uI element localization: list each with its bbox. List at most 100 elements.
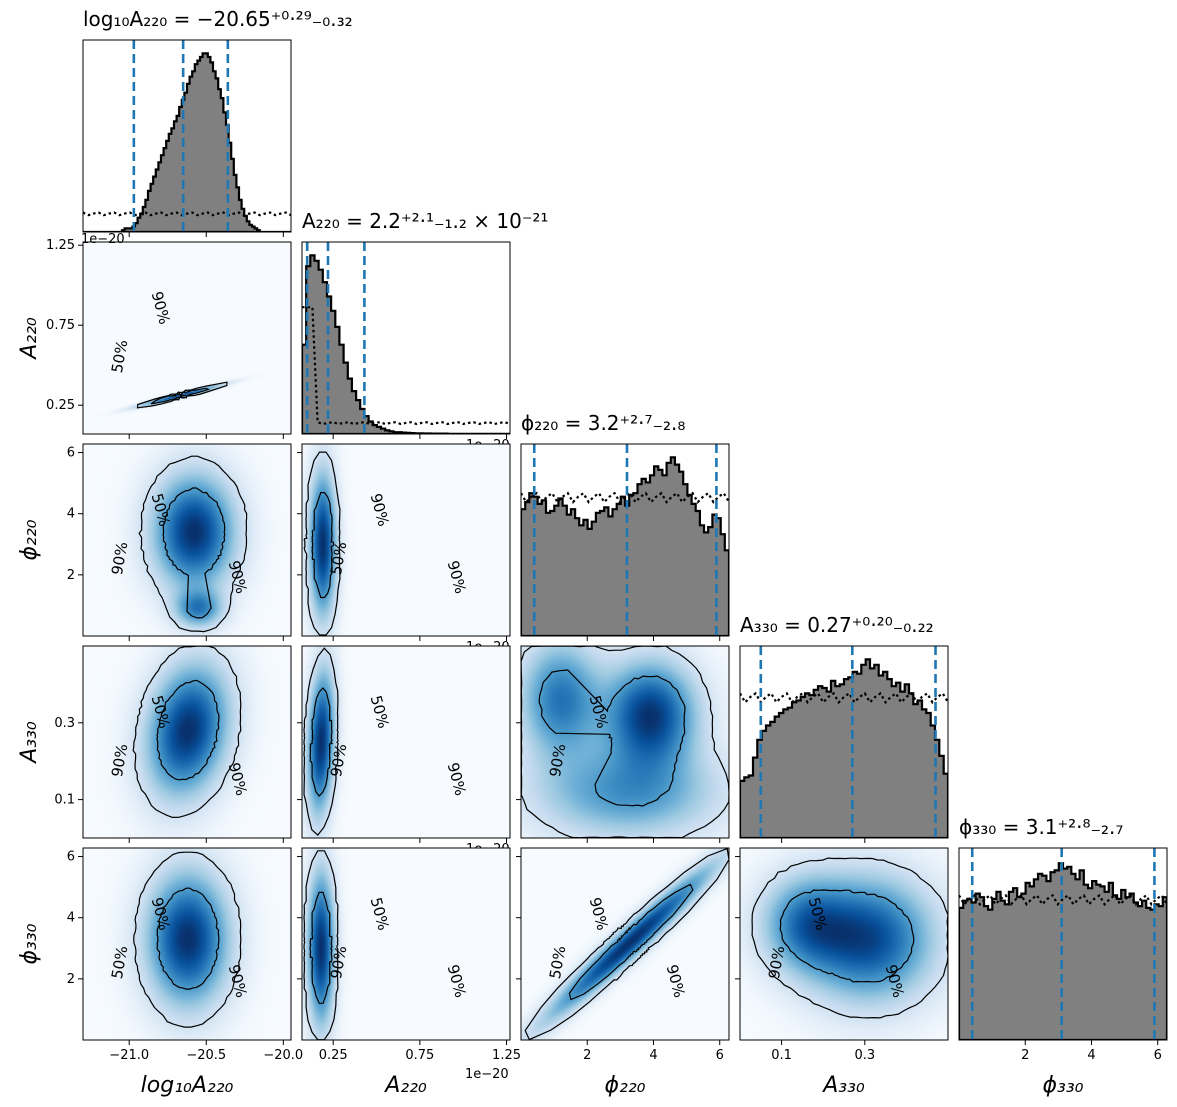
x-axis-label-A220: A₂₂₀ [383,1073,427,1098]
posterior-title-A330: A₃₃₀ = 0.27⁺⁰·²⁰₋₀.₂₂ [740,613,934,637]
density-map [83,848,291,1040]
density-panel-phi220-phi330: 90%50%90%2 4 6 [516,847,730,1063]
contour-50 [311,492,335,599]
contour-90 [133,851,242,1028]
panel-frame [520,847,730,1041]
axis-offset-label: 1e−20 [465,1067,509,1082]
density-map [302,444,510,636]
density-panel-A220-phi220: 90%50%90%1e−20 [297,443,511,655]
x-tick-label: 2 [583,1048,591,1063]
x-axis-label-log10A220: log₁₀A₂₂₀ [141,1073,234,1098]
x-tick-label: −20.5 [186,1048,226,1063]
y-axis-label-A220: A₂₂₀ [17,317,42,361]
x-tick-label: 1.25 [492,1048,521,1063]
x-tick-label: 0.1 [771,1048,792,1063]
panel-frame [958,847,1168,1041]
posterior-title-log10A220: log₁₀A₂₂₀ = −20.65⁺⁰·²⁹₋₀.₃₂ [83,7,353,31]
contour-level-label: 90% [765,944,789,980]
x-tick-label: 4 [1087,1048,1095,1063]
panel-frame [82,645,292,839]
y-tick-label: 6 [67,850,75,865]
contour-50 [309,687,334,797]
x-axis-label-phi330: ϕ₃₃₀ [1043,1073,1084,1098]
density-map [521,646,729,838]
contour-90 [524,848,729,1040]
x-tick-label: 0.25 [319,1048,348,1063]
histogram-bars [740,658,948,838]
contour-90 [138,455,248,633]
posterior-title-phi330: ϕ₃₃₀ = 3.1⁺²·⁸₋₂.₇ [959,815,1123,839]
x-tick-label: 6 [1154,1048,1162,1063]
x-axis-label-phi220: ϕ₂₂₀ [605,1073,646,1098]
y-tick-label: 0.1 [54,793,75,808]
contour-level-label: 90% [327,742,351,778]
histogram-panel-A330: A₃₃₀ = 0.27⁺⁰·²⁰₋₀.₂₂ [739,613,949,843]
y-tick-label: 4 [67,911,75,926]
contour-50 [156,887,220,990]
density-map [83,242,291,434]
x-tick-label: −21.0 [109,1048,149,1063]
contour-level-label: 90% [327,944,351,980]
contour-90 [303,647,339,836]
panel-frame [301,847,511,1041]
panel-frame [739,847,949,1041]
y-tick-label: 0.25 [46,398,75,413]
contour-50 [538,669,686,807]
histogram-bars [959,862,1167,1040]
density-panel-A330-phi330: 50%90%90%0.1 0.3 [735,847,949,1063]
contour-90 [136,381,228,409]
contour-50 [568,883,694,1001]
contour-level-label: 50% [327,540,351,576]
prior-distribution-line [302,306,510,426]
posterior-title-phi220: ϕ₂₂₀ = 3.2⁺²·⁷₋₂.₈ [521,411,685,435]
contour-level-label: 90% [108,742,132,778]
y-tick-label: 6 [67,446,75,461]
y-tick-label: 4 [67,507,75,522]
panel-frame [739,645,949,839]
contour-level-label: 90% [546,742,570,778]
y-tick-label: 2 [67,568,75,583]
y-tick-label: 1.25 [46,238,75,253]
x-tick-label: 2 [1021,1048,1029,1063]
contour-50 [162,487,226,619]
panel-frame [82,847,292,1041]
contour-90 [303,451,341,636]
x-tick-label: −20.0 [263,1048,303,1063]
density-panel-A220-phi330: 50%90%90%0.25 0.75 1.25 [297,847,521,1063]
density-map [521,848,729,1040]
panel-frame [301,443,511,637]
density-panel-A220-A330: 50%90%90%1e−20 [297,645,511,857]
panel-frame [520,645,730,839]
density-panel-log10A220-A330: 50%90%90%0.10.3 [54,645,292,843]
x-tick-label: 0.75 [405,1048,434,1063]
histogram-bars [83,52,291,232]
prior-distribution-line [521,491,729,504]
panel-frame [301,645,511,839]
panel-frame [82,241,292,435]
x-tick-label: 4 [649,1048,657,1063]
contour-level-label: 50% [546,944,570,980]
density-panel-log10A220-phi220: 50%90%90%246 [67,443,292,641]
contour-level-label: 50% [108,944,132,980]
y-tick-label: 0.3 [54,716,75,731]
contour-90 [132,646,242,819]
histogram-panel-phi330: ϕ₃₃₀ = 3.1⁺²·⁸₋₂.₇ 2 4 6 [958,815,1168,1063]
posterior-title-A220: A₂₂₀ = 2.2⁺²·¹₋₁.₂ × 10⁻²¹ [302,209,548,233]
prior-distribution-line [740,691,948,705]
y-axis-label-phi330: ϕ₃₃₀ [17,923,42,964]
prior-distribution-line [83,211,291,217]
y-axis-label-phi220: ϕ₂₂₀ [17,519,42,560]
contour-90 [751,857,948,1019]
contour-90 [303,850,339,1040]
y-tick-label: 0.75 [46,318,75,333]
x-tick-label: 0.3 [854,1048,875,1063]
axis-offset-label: 1e−20 [81,232,125,247]
x-tick-label: 6 [716,1048,724,1063]
density-panel-phi220-A330: 50%90% [516,645,730,843]
histogram-bars [521,456,729,636]
contour-level-label: 50% [108,338,132,374]
histogram-panel-phi220: ϕ₂₂₀ = 3.2⁺²·⁷₋₂.₈ [520,411,730,641]
contour-50 [156,679,220,781]
